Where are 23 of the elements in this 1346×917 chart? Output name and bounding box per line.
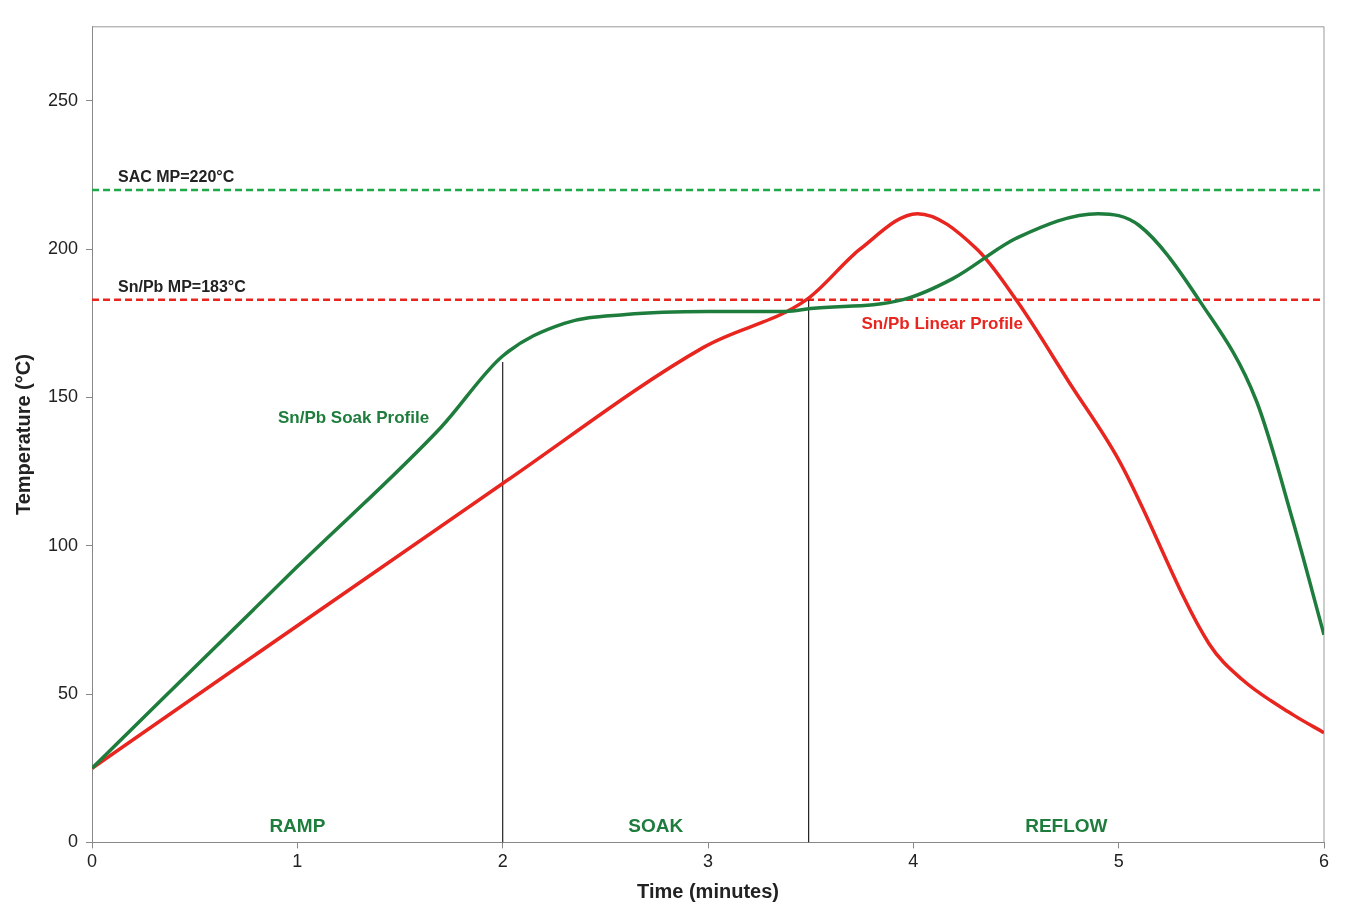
series-label: Sn/Pb Soak Profile — [277, 407, 430, 427]
y-tick-label: 50 — [58, 683, 79, 704]
annotation: RAMP — [269, 815, 326, 837]
annotation: SOAK — [628, 815, 684, 837]
y-tick-label: 250 — [47, 89, 79, 110]
series-label: Sn/Pb Linear Profile — [861, 314, 1024, 334]
y-tick-label: 150 — [47, 386, 79, 407]
ref-line-label: Sn/Pb MP=183°C — [118, 278, 247, 296]
x-tick-label: 4 — [908, 851, 919, 872]
annotation: REFLOW — [1025, 815, 1108, 837]
y-tick-label: 200 — [47, 238, 79, 259]
ref-line-label: SAC MP=220°C — [118, 168, 235, 186]
x-tick-label: 3 — [703, 851, 714, 872]
x-tick-label: 6 — [1318, 851, 1330, 872]
x-axis-title: Time (minutes) — [637, 879, 779, 902]
x-tick-label: 1 — [292, 851, 303, 872]
x-tick-label: 2 — [497, 851, 508, 872]
line-series — [92, 211, 1324, 771]
y-tick-label: 0 — [68, 831, 79, 852]
x-tick-label: 0 — [87, 851, 98, 872]
y-axis-title: Temperature (°C) — [11, 354, 34, 516]
y-tick-label: 100 — [47, 534, 79, 555]
x-tick-label: 5 — [1113, 851, 1124, 872]
